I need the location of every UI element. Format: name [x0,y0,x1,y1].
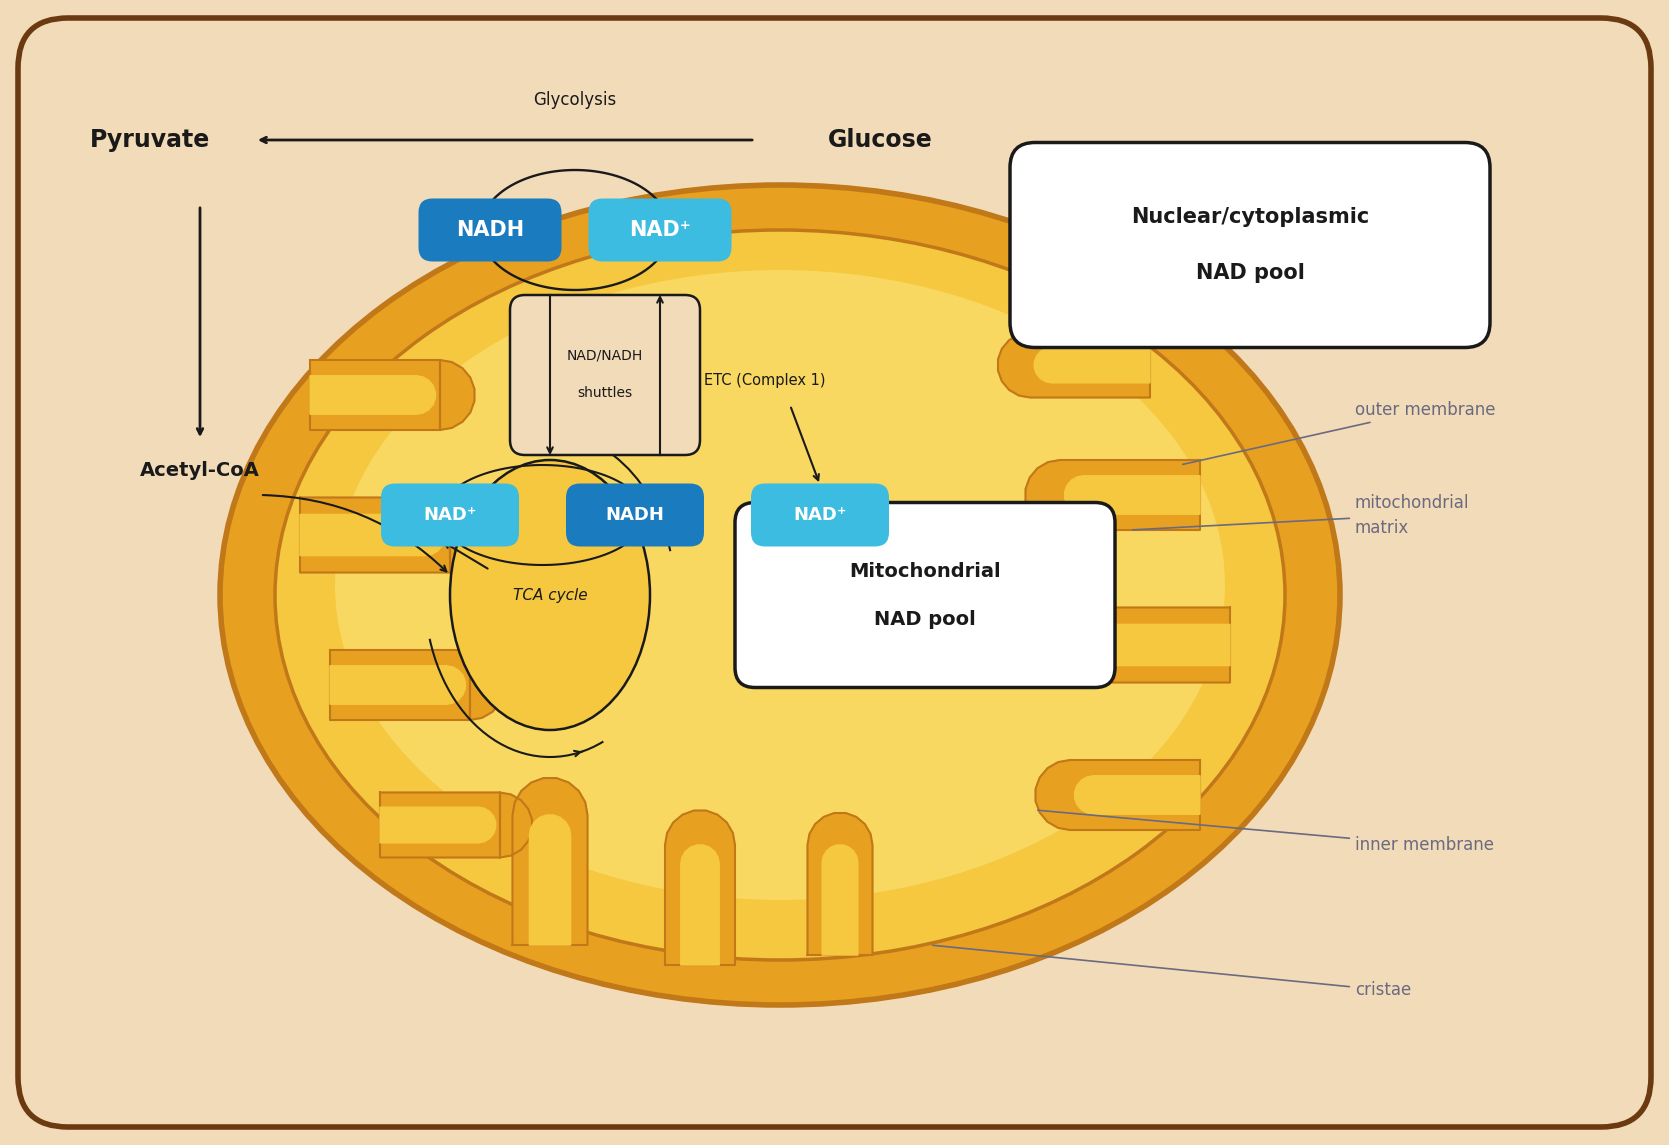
FancyBboxPatch shape [511,295,699,455]
Ellipse shape [220,185,1340,1005]
Polygon shape [512,779,587,945]
Text: NADH: NADH [456,220,524,240]
Text: NAD⁺: NAD⁺ [629,220,691,240]
Text: inner membrane: inner membrane [1038,811,1494,854]
FancyBboxPatch shape [566,483,704,546]
Polygon shape [330,665,466,704]
Polygon shape [1025,460,1200,530]
Polygon shape [823,845,858,955]
Text: mitochondrial
matrix: mitochondrial matrix [1133,493,1469,537]
FancyBboxPatch shape [751,483,890,546]
FancyBboxPatch shape [1010,142,1490,347]
Text: outer membrane: outer membrane [1183,401,1495,465]
Text: Mitochondrial: Mitochondrial [850,561,1001,581]
Polygon shape [300,514,446,555]
Ellipse shape [335,270,1225,900]
Polygon shape [381,807,496,843]
Text: Pyruvate: Pyruvate [90,128,210,152]
Text: NAD pool: NAD pool [1195,263,1305,283]
Polygon shape [1065,476,1200,514]
FancyBboxPatch shape [419,198,561,261]
Polygon shape [808,813,873,955]
Polygon shape [1075,776,1200,814]
FancyBboxPatch shape [589,198,731,261]
Polygon shape [998,332,1150,397]
Polygon shape [330,650,504,720]
Text: Nuclear/cytoplasmic: Nuclear/cytoplasmic [1132,207,1369,227]
Text: ETC (Complex 1): ETC (Complex 1) [704,372,826,387]
FancyBboxPatch shape [381,483,519,546]
Text: Glycolysis: Glycolysis [534,90,616,109]
Text: TCA cycle: TCA cycle [512,587,587,602]
FancyBboxPatch shape [734,503,1115,687]
Polygon shape [664,811,734,965]
Polygon shape [300,497,487,572]
Polygon shape [381,792,532,858]
Ellipse shape [275,230,1285,960]
FancyBboxPatch shape [18,18,1651,1127]
Text: NAD⁺: NAD⁺ [424,506,477,524]
Text: NAD⁺: NAD⁺ [793,506,846,524]
Text: NADH: NADH [606,506,664,524]
Text: shuttles: shuttles [577,386,633,400]
Polygon shape [529,815,571,945]
Polygon shape [1035,347,1150,382]
Text: cristae: cristae [933,946,1412,998]
Polygon shape [681,845,719,965]
Text: NAD pool: NAD pool [875,609,976,629]
Polygon shape [1043,608,1230,682]
Polygon shape [1085,624,1230,665]
Text: Acetyl-CoA: Acetyl-CoA [140,460,260,480]
Text: NAD/NADH: NAD/NADH [567,348,643,362]
Text: Glucose: Glucose [828,128,933,152]
Polygon shape [1035,760,1200,830]
Ellipse shape [451,460,649,731]
Polygon shape [310,360,474,431]
Polygon shape [310,376,436,414]
